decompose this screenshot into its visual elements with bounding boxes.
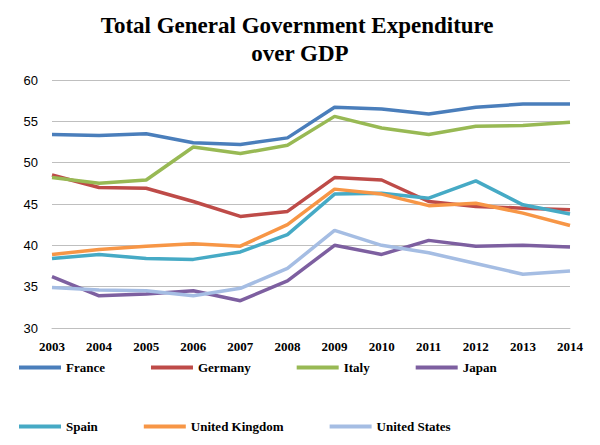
svg-text:Italy: Italy [344,360,371,375]
svg-text:Total General Government Expen: Total General Government Expenditure [101,13,500,38]
svg-text:2014: 2014 [557,339,584,354]
svg-text:50: 50 [24,155,38,170]
svg-text:2013: 2013 [510,339,537,354]
svg-text:2007: 2007 [227,339,254,354]
svg-text:2005: 2005 [133,339,160,354]
svg-text:United Kingdom: United Kingdom [191,419,284,434]
svg-text:Germany: Germany [198,360,251,375]
svg-text:2004: 2004 [86,339,113,354]
svg-text:Japan: Japan [463,360,498,375]
svg-text:United States: United States [377,419,451,434]
svg-text:45: 45 [24,197,38,212]
svg-text:2010: 2010 [369,339,395,354]
svg-text:Spain: Spain [66,419,99,434]
svg-text:France: France [66,360,105,375]
svg-text:55: 55 [24,114,38,129]
svg-text:30: 30 [24,321,38,336]
svg-text:2012: 2012 [463,339,489,354]
svg-text:40: 40 [24,238,38,253]
svg-text:2008: 2008 [274,339,301,354]
svg-text:2003: 2003 [39,339,66,354]
svg-text:2011: 2011 [416,339,441,354]
svg-text:2009: 2009 [322,339,349,354]
svg-text:over GDP: over GDP [251,41,348,66]
svg-text:60: 60 [24,73,38,88]
svg-text:2006: 2006 [180,339,207,354]
svg-text:35: 35 [24,279,38,294]
